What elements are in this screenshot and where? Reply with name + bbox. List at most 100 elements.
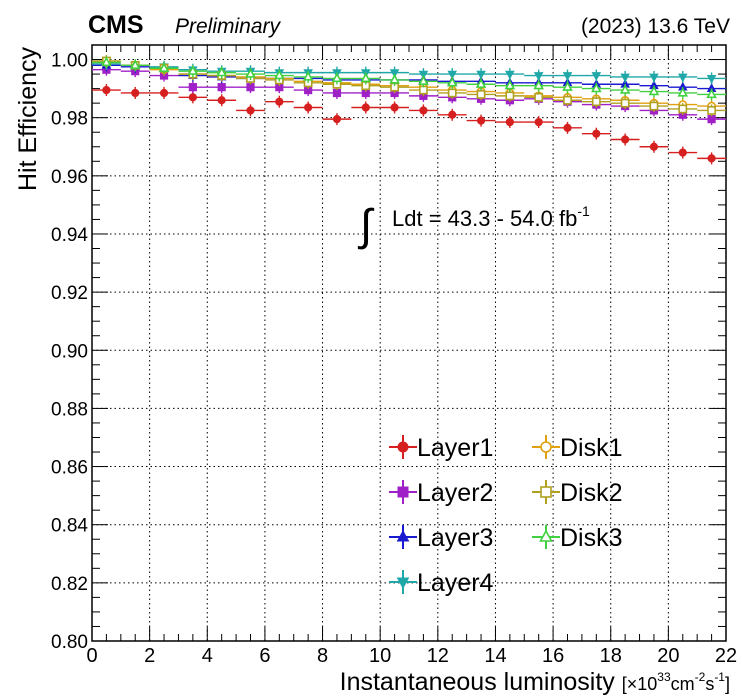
data-point (534, 117, 543, 127)
data-point (707, 115, 716, 124)
data-point (188, 93, 197, 102)
x-tick-label: 6 (259, 645, 270, 667)
data-point (332, 115, 342, 124)
data-point (619, 84, 631, 94)
data-point (360, 72, 372, 83)
data-point (620, 73, 630, 83)
y-tick-label: 0.82 (51, 574, 88, 595)
data-point (707, 154, 716, 163)
data-point (447, 88, 457, 98)
y-tick-label: 0.88 (51, 399, 88, 420)
legend-swatch-marker (540, 486, 552, 498)
data-point (707, 106, 716, 115)
data-point (302, 71, 314, 81)
legend-label: Disk3 (560, 524, 623, 552)
data-point (131, 88, 140, 98)
data-point (649, 101, 659, 111)
x-tick-label: 8 (317, 645, 328, 667)
luminosity-exponent: -1 (577, 203, 590, 219)
data-point (591, 82, 602, 93)
y-tick-label: 0.98 (51, 109, 88, 130)
energy-label: (2023) 13.6 TeV (581, 15, 730, 38)
data-point (505, 70, 515, 80)
data-point (476, 90, 486, 99)
x-tick-label: 16 (542, 645, 564, 667)
y-tick-label: 0.86 (51, 458, 88, 479)
data-point (591, 97, 601, 107)
data-point (159, 88, 169, 98)
data-point (418, 75, 429, 86)
data-point (158, 62, 170, 72)
x-axis-unit-close: ] (725, 674, 730, 694)
x-tick-label: 14 (484, 645, 506, 667)
x-tick-label: 22 (715, 645, 737, 667)
data-point (533, 72, 544, 81)
data-point (505, 91, 515, 101)
data-point (677, 86, 689, 97)
series-disk3 (92, 56, 726, 101)
data-point (418, 70, 429, 80)
data-point (475, 78, 487, 88)
series-layer1 (92, 84, 726, 165)
data-point (304, 103, 313, 112)
data-point (217, 96, 226, 105)
data-point (591, 72, 602, 81)
data-point (390, 103, 399, 112)
y-tick-label: 0.84 (51, 516, 88, 537)
data-point (389, 73, 400, 84)
x-tick-label: 2 (144, 645, 155, 667)
legend-label: Disk1 (560, 434, 623, 462)
data-point (447, 70, 458, 80)
x-tick-label: 20 (657, 645, 679, 667)
legend: Layer1 Layer2 Layer3 Layer4 Disk1 Disk2 Disk3 (389, 434, 623, 597)
data-point (275, 97, 284, 106)
x-axis-unit-exp1: 33 (657, 670, 671, 684)
data-point (188, 83, 197, 92)
tick-labels: 0 2 4 6 8 10 12 14 16 18 20 22 0.80 0.82 0.84 0.86 0.88 0… (51, 51, 737, 667)
data-point (649, 142, 659, 151)
x-tick-label: 10 (369, 645, 391, 667)
data-point (678, 104, 688, 114)
y-axis-title: Hit Efficiency (14, 47, 42, 192)
axis-ticks (91, 44, 727, 642)
data-point (620, 98, 630, 108)
legend-label: Layer2 (417, 479, 493, 507)
luminosity-text: Ldt = 43.3 - 54.0 fb (392, 206, 577, 231)
data-point (274, 69, 285, 80)
legend-item-layer3: Layer3 (389, 524, 493, 552)
status-label: Preliminary (175, 15, 282, 38)
data-point (677, 73, 688, 83)
data-point (129, 59, 141, 70)
y-tick-label: 0.94 (51, 225, 88, 246)
data-point (101, 56, 112, 67)
data-point (361, 103, 370, 112)
legend-swatch-marker (397, 441, 409, 453)
legend-item-layer2: Layer2 (389, 479, 493, 507)
data-point (216, 66, 227, 77)
data-point (246, 83, 255, 92)
data-point (332, 88, 342, 98)
data-point (592, 129, 601, 138)
data-point (331, 72, 343, 83)
x-tick-label: 0 (86, 645, 97, 667)
data-point (504, 79, 516, 90)
legend-swatch-marker (397, 486, 409, 498)
luminosity-annotation: Ldt = 43.3 - 54.0 fb-1 (392, 203, 590, 231)
x-axis-unit-s: s (705, 674, 714, 694)
legend-label: Layer4 (417, 569, 494, 597)
data-point (706, 88, 717, 99)
legend-item-disk2: Disk2 (532, 479, 623, 507)
data-point (678, 148, 687, 157)
data-point (706, 75, 717, 84)
x-tick-label: 18 (600, 645, 622, 667)
legend-item-disk3: Disk3 (532, 524, 623, 552)
legend-swatch-marker (540, 441, 552, 453)
data-point (563, 95, 572, 105)
data-point (562, 72, 573, 81)
y-tick-label: 0.90 (51, 341, 88, 362)
data-point (649, 73, 659, 83)
data-point (562, 81, 573, 91)
data-point (448, 110, 457, 119)
data-point (621, 135, 630, 144)
